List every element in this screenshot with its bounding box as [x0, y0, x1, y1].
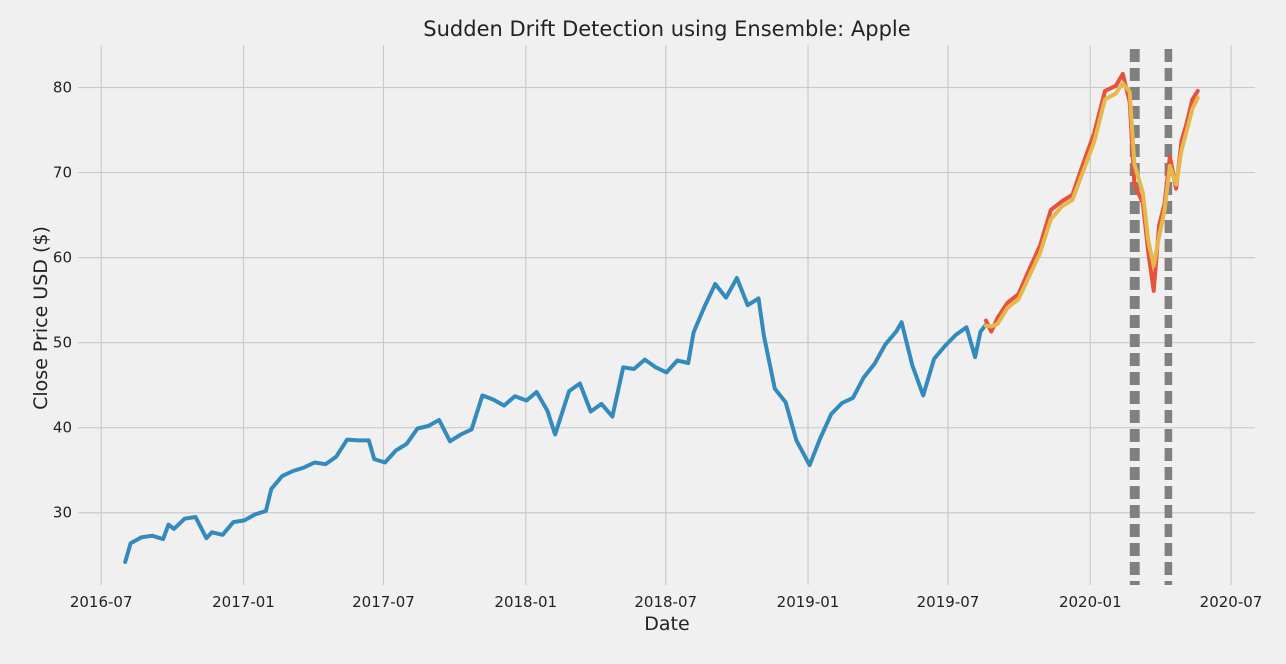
series-line-train	[123, 276, 988, 564]
x-tick-label: 2018-07	[634, 593, 697, 611]
x-tick-label: 2018-01	[494, 593, 557, 611]
tick-labels: 2016-07 2017-01 2017-07 2018-01 2018-07 2019-…	[53, 79, 1262, 611]
y-axis-label: Close Price USD ($)	[30, 226, 52, 410]
drift-markers	[1129, 49, 1173, 585]
y-tick-label: 50	[53, 334, 72, 352]
x-tick-label: 2020-01	[1059, 593, 1122, 611]
y-tick-label: 40	[53, 419, 72, 437]
grid	[78, 45, 1255, 585]
y-tick-label: 70	[53, 164, 72, 182]
y-tick-label: 60	[53, 249, 72, 267]
y-tick-label: 30	[53, 504, 72, 522]
series-lines	[123, 71, 1200, 564]
x-tick-label: 2019-07	[917, 593, 980, 611]
x-tick-label: 2017-01	[212, 593, 275, 611]
x-tick-label: 2016-07	[70, 593, 133, 611]
chart-title: Sudden Drift Detection using Ensemble: A…	[423, 17, 910, 41]
x-tick-label: 2020-07	[1200, 593, 1263, 611]
x-tick-label: 2017-07	[352, 593, 415, 611]
x-tick-label: 2019-01	[777, 593, 840, 611]
y-tick-label: 80	[53, 79, 72, 97]
series-line-prediction	[983, 81, 1200, 329]
x-axis-label: Date	[644, 613, 689, 635]
